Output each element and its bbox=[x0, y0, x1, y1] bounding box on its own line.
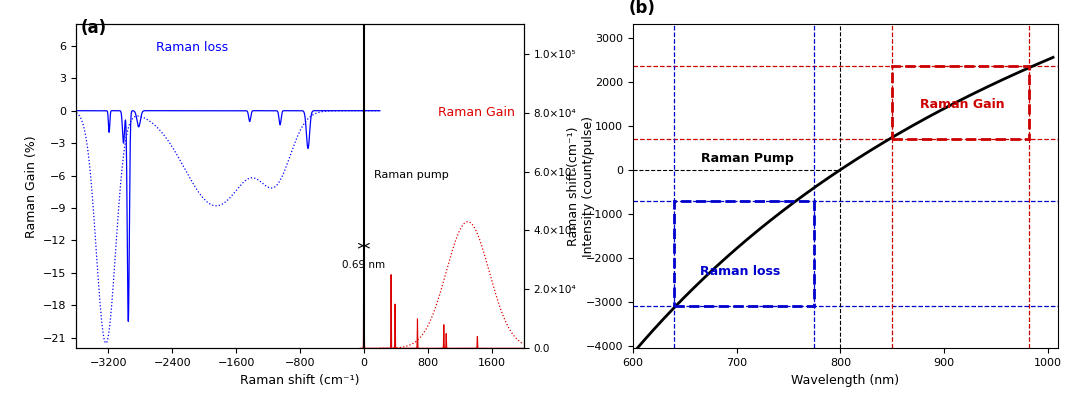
Text: Raman Gain: Raman Gain bbox=[439, 106, 515, 119]
Text: Raman loss: Raman loss bbox=[156, 41, 228, 54]
Bar bbox=[674, 200, 814, 307]
Y-axis label: Raman shift (cm⁻¹): Raman shift (cm⁻¹) bbox=[567, 126, 580, 246]
Bar bbox=[892, 66, 1029, 139]
Text: Raman Pump: Raman Pump bbox=[700, 152, 793, 165]
Y-axis label: Intensity (count/pulse): Intensity (count/pulse) bbox=[582, 116, 595, 257]
Text: 0.69 nm: 0.69 nm bbox=[343, 260, 385, 270]
X-axis label: Wavelength (nm): Wavelength (nm) bbox=[791, 373, 900, 387]
Text: Raman Gain: Raman Gain bbox=[921, 98, 1005, 111]
Text: (a): (a) bbox=[81, 19, 107, 37]
X-axis label: Raman shift (cm⁻¹): Raman shift (cm⁻¹) bbox=[240, 373, 360, 387]
Text: (b): (b) bbox=[628, 0, 656, 17]
Y-axis label: Raman Gain (%): Raman Gain (%) bbox=[25, 135, 37, 238]
Text: Raman pump: Raman pump bbox=[373, 170, 448, 180]
Text: Raman loss: Raman loss bbox=[699, 264, 780, 278]
